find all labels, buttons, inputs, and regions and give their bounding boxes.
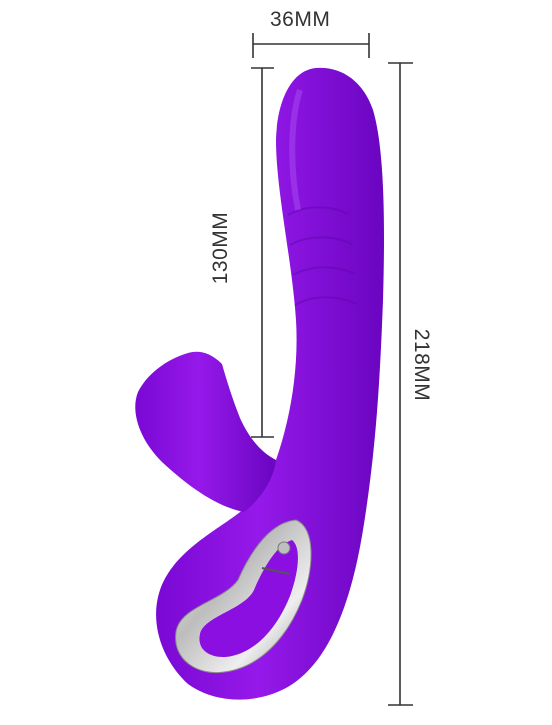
dimension-lines	[251, 33, 413, 706]
handle-hole	[199, 540, 298, 658]
total-length-label: 218MM	[410, 328, 433, 402]
insertable-length-label: 130MM	[209, 211, 232, 285]
metal-handle	[175, 519, 312, 674]
shaft	[156, 67, 384, 700]
width-label: 36MM	[270, 8, 331, 31]
suction-arm	[135, 351, 276, 512]
device-body	[135, 67, 384, 700]
